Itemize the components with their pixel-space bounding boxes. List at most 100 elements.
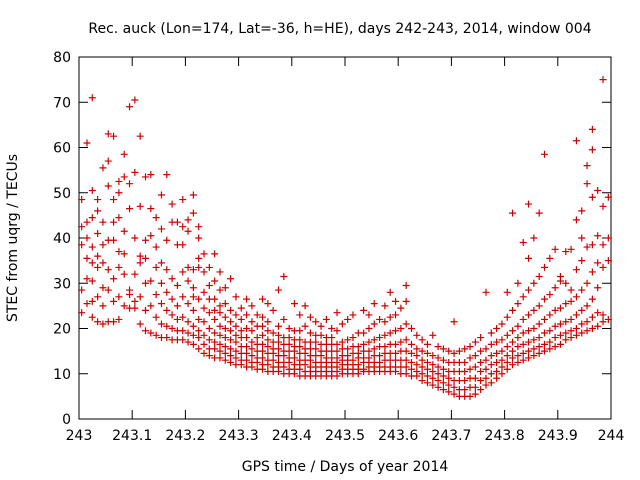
data-point [179, 268, 187, 276]
data-point [530, 352, 538, 360]
data-point [200, 349, 208, 357]
data-point [115, 214, 123, 222]
data-point [216, 322, 224, 330]
data-point [530, 325, 538, 332]
y-tick-label: 10 [53, 367, 71, 383]
data-point [349, 334, 357, 342]
data-point [450, 318, 458, 326]
data-point [237, 327, 245, 335]
data-point [136, 293, 144, 301]
data-point [588, 193, 596, 201]
data-point [126, 205, 134, 213]
data-point [439, 379, 447, 387]
data-point [205, 352, 213, 360]
data-point [152, 313, 160, 321]
data-point [248, 345, 256, 353]
data-point [189, 340, 197, 348]
data-point [519, 349, 527, 357]
data-point [455, 347, 463, 355]
data-point [525, 200, 533, 208]
data-point [604, 315, 612, 323]
data-point [195, 315, 203, 323]
data-point [110, 218, 118, 226]
data-point [243, 325, 251, 332]
data-point [360, 329, 368, 337]
data-point [253, 334, 261, 342]
data-point [583, 162, 591, 170]
data-point [487, 379, 495, 387]
data-point [594, 309, 602, 317]
data-point [514, 343, 522, 351]
data-point [269, 329, 277, 337]
data-point [514, 279, 522, 287]
data-point [392, 327, 400, 335]
data-point [482, 356, 490, 364]
data-point [243, 349, 251, 357]
data-point [83, 300, 91, 308]
data-point [397, 304, 405, 312]
data-point [551, 334, 559, 342]
data-point [546, 345, 554, 353]
data-point [126, 103, 134, 111]
data-point [445, 347, 453, 355]
data-point [136, 320, 144, 328]
data-point [397, 325, 405, 332]
data-point [120, 250, 128, 258]
data-point [439, 356, 447, 364]
data-point [354, 361, 362, 369]
data-point [588, 268, 596, 276]
data-point [429, 374, 437, 382]
data-point [147, 302, 155, 310]
data-point [88, 243, 96, 251]
data-point [157, 259, 165, 267]
data-point [546, 291, 554, 299]
data-point [243, 343, 251, 351]
data-point [471, 390, 479, 398]
data-point [402, 363, 410, 371]
data-point [365, 311, 373, 319]
data-point [530, 279, 538, 287]
data-point [211, 250, 219, 258]
data-point [541, 150, 548, 158]
data-point [147, 205, 155, 213]
data-point [594, 322, 602, 330]
data-point [227, 345, 235, 353]
data-point [525, 354, 533, 362]
data-point [163, 322, 171, 330]
data-point [445, 374, 453, 382]
data-point [131, 270, 139, 278]
data-point [179, 241, 187, 249]
data-point [477, 367, 485, 375]
data-point [259, 354, 267, 362]
data-point [429, 381, 437, 389]
data-point [205, 309, 213, 317]
data-point [142, 236, 149, 244]
data-point [88, 297, 96, 305]
data-point [211, 295, 219, 303]
data-point [173, 302, 181, 310]
y-tick-label: 80 [53, 50, 71, 66]
data-point [567, 297, 575, 305]
data-point [184, 227, 192, 235]
data-point [578, 234, 586, 242]
data-point [562, 248, 570, 256]
data-point [423, 349, 431, 357]
data-point [163, 288, 171, 296]
data-point [280, 315, 288, 323]
data-point [152, 291, 160, 299]
data-point [556, 331, 564, 339]
data-point [275, 322, 282, 330]
data-point [509, 209, 517, 217]
data-point [594, 232, 602, 240]
data-point [205, 325, 213, 332]
data-point [157, 300, 165, 308]
y-axis-title: STEC from uqrg / TECUs [5, 154, 21, 322]
data-point [594, 284, 602, 292]
data-point [189, 284, 197, 292]
data-point [317, 331, 325, 339]
data-point [392, 297, 400, 305]
data-point [482, 365, 490, 373]
x-tick-label: 243.8 [485, 428, 525, 444]
data-point [429, 367, 437, 375]
